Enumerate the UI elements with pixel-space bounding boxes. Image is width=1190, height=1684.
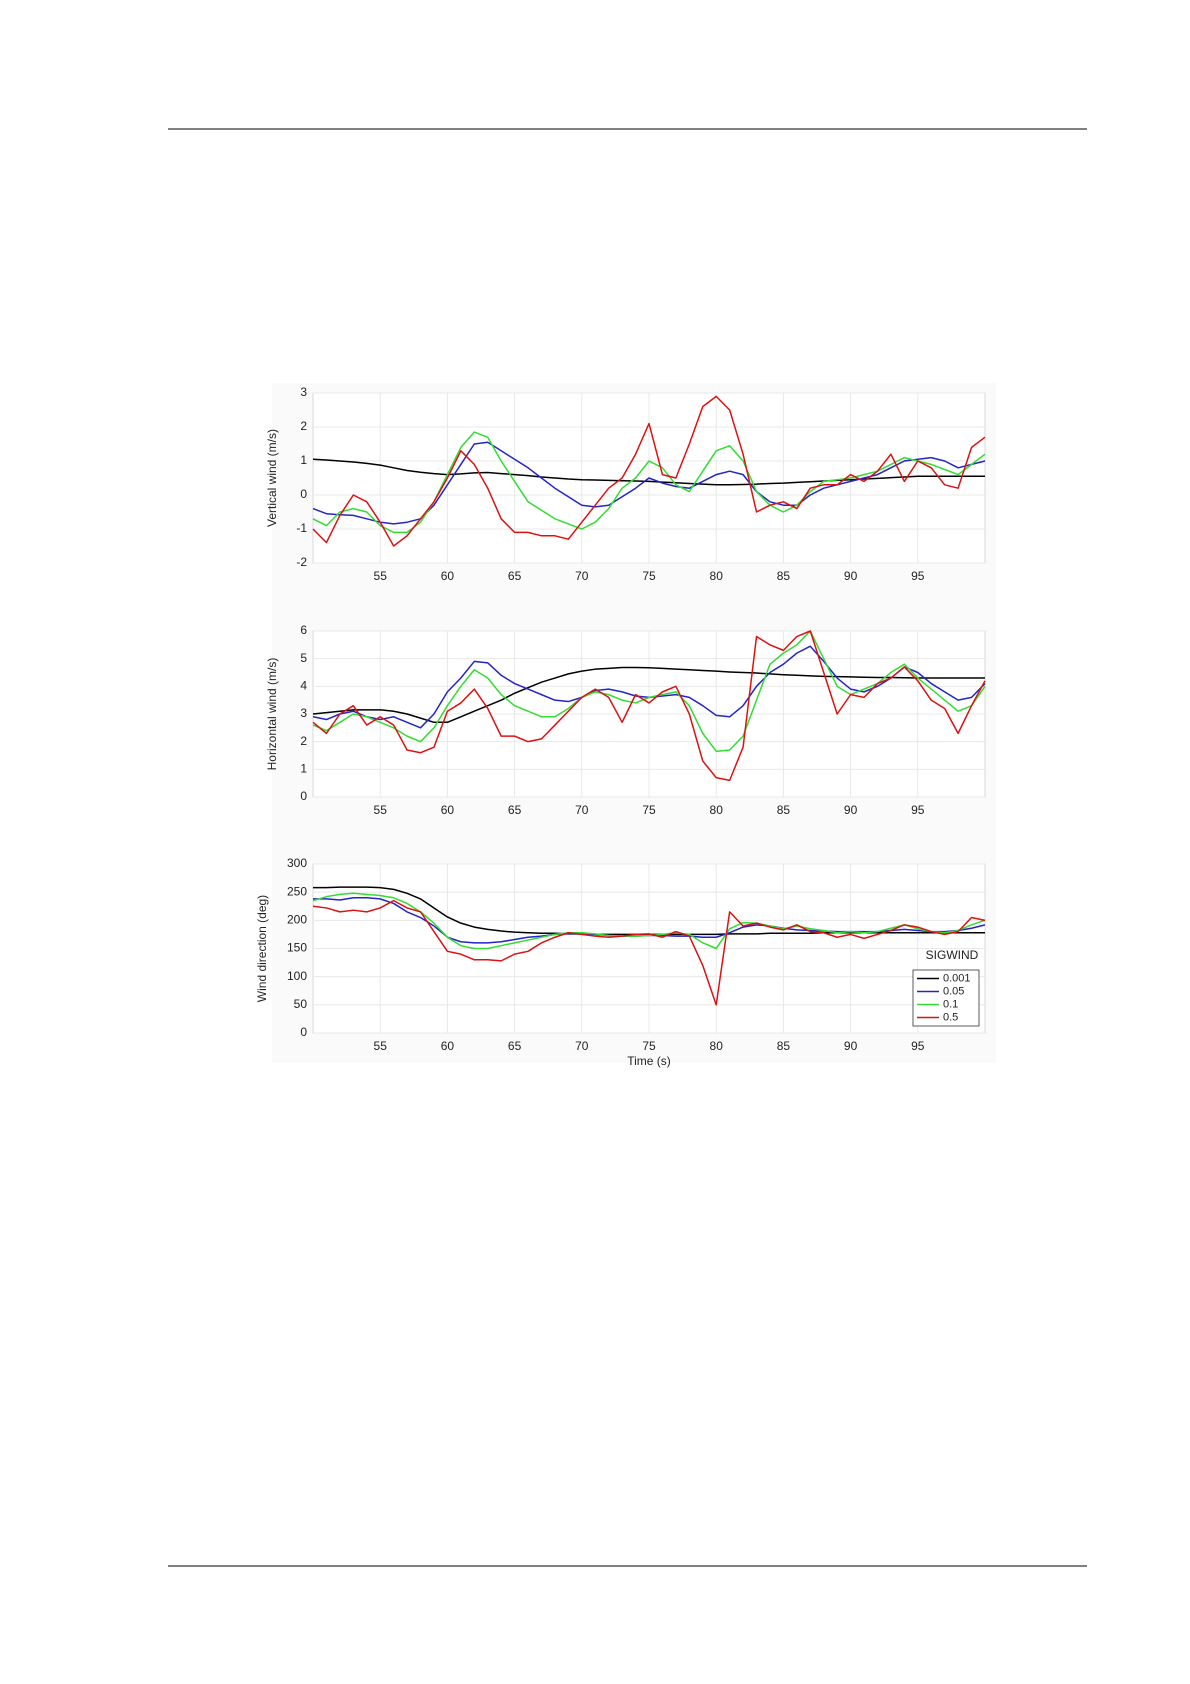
y-tick-label: 4	[300, 679, 307, 693]
data-line	[312, 630, 986, 782]
y-tick-label: 50	[294, 997, 308, 1011]
x-tick-label: 90	[844, 569, 858, 583]
x-tick-label: 85	[777, 1039, 791, 1053]
x-tick-label: 60	[441, 1039, 455, 1053]
x-tick-label: 85	[777, 569, 791, 583]
x-tick-label: 85	[777, 803, 791, 817]
x-tick-label: 55	[374, 569, 388, 583]
x-tick-label: 70	[575, 569, 589, 583]
x-tick-label: 80	[710, 569, 724, 583]
legend-label: 0.1	[943, 998, 958, 1010]
x-tick-label: 70	[575, 1039, 589, 1053]
y-tick-label: 0	[300, 789, 307, 803]
x-tick-label: 75	[642, 803, 656, 817]
legend-label: 0.05	[943, 985, 964, 997]
x-tick-label: 80	[710, 1039, 724, 1053]
x-tick-label: 60	[441, 569, 455, 583]
x-tick-label: 75	[642, 1039, 656, 1053]
y-tick-label: 100	[287, 969, 307, 983]
y-axis-label: Wind direction (deg)	[255, 895, 269, 1002]
x-tick-label: 90	[844, 803, 858, 817]
y-tick-label: 6	[300, 623, 307, 637]
legend-box	[912, 969, 980, 1027]
y-tick-label: -1	[296, 521, 307, 535]
y-axis-label: Horizontal wind (m/s)	[265, 658, 279, 771]
legend-label: 0.001	[943, 972, 971, 984]
data-line	[312, 892, 986, 950]
y-tick-label: 5	[300, 651, 307, 665]
x-tick-label: 95	[911, 1039, 925, 1053]
y-tick-label: 200	[287, 913, 307, 927]
data-line	[312, 395, 986, 547]
legend-label: 0.5	[943, 1011, 958, 1023]
y-tick-label: 1	[300, 453, 307, 467]
legend-title: SIGWIND	[926, 948, 979, 962]
y-tick-label: 150	[287, 941, 307, 955]
y-tick-label: 0	[300, 1025, 307, 1039]
data-line	[312, 431, 986, 534]
x-tick-label: 90	[844, 1039, 858, 1053]
y-tick-label: 250	[287, 884, 307, 898]
x-tick-label: 60	[441, 803, 455, 817]
y-tick-label: 2	[300, 419, 307, 433]
y-tick-label: 3	[300, 706, 307, 720]
x-tick-label: 95	[911, 803, 925, 817]
x-tick-label: 65	[508, 1039, 522, 1053]
x-tick-label: 75	[642, 569, 656, 583]
y-tick-label: 1	[300, 762, 307, 776]
y-tick-label: 3	[300, 385, 307, 399]
data-line	[312, 899, 986, 1006]
data-line	[312, 458, 985, 486]
y-tick-label: 2	[300, 734, 307, 748]
x-tick-label: 80	[710, 803, 724, 817]
x-tick-label: 70	[575, 803, 589, 817]
x-tick-label: 65	[508, 569, 522, 583]
y-axis-label: Vertical wind (m/s)	[265, 429, 279, 527]
x-tick-label: 95	[911, 569, 925, 583]
y-tick-label: 300	[287, 856, 307, 870]
x-axis-label: Time (s)	[627, 1054, 671, 1068]
x-tick-label: 55	[374, 1039, 388, 1053]
x-tick-label: 55	[374, 803, 388, 817]
y-tick-label: -2	[296, 555, 307, 569]
y-tick-label: 0	[300, 487, 307, 501]
data-line	[312, 666, 985, 724]
data-line	[312, 630, 986, 753]
x-tick-label: 65	[508, 803, 522, 817]
